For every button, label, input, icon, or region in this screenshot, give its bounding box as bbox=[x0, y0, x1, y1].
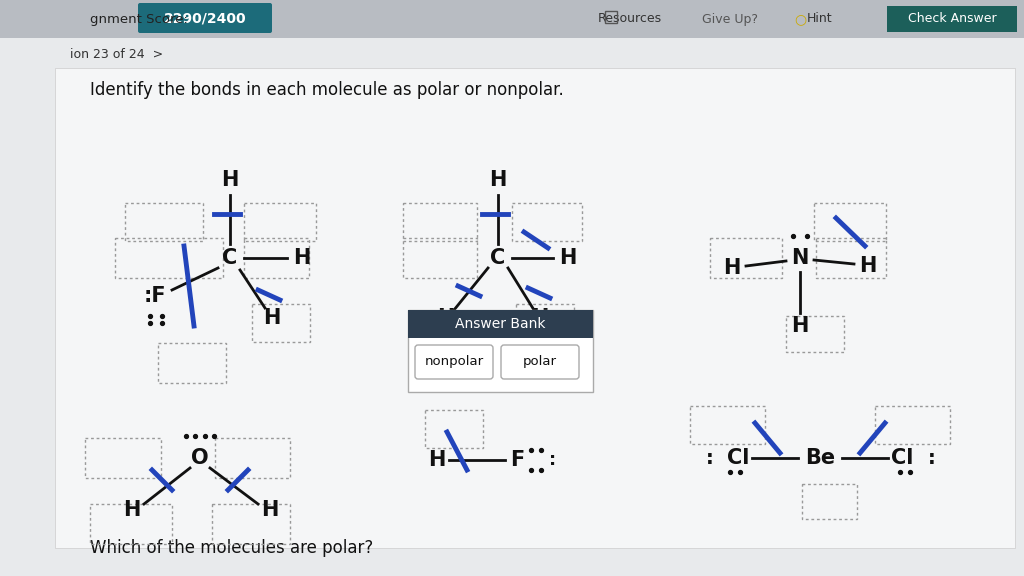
Text: H: H bbox=[792, 316, 809, 336]
Text: gnment Score:: gnment Score: bbox=[90, 13, 187, 25]
FancyBboxPatch shape bbox=[501, 345, 579, 379]
FancyBboxPatch shape bbox=[138, 3, 272, 33]
FancyBboxPatch shape bbox=[0, 0, 1024, 38]
Text: Check Answer: Check Answer bbox=[907, 13, 996, 25]
Text: H: H bbox=[123, 500, 140, 520]
Text: Cl: Cl bbox=[891, 448, 913, 468]
Text: :F: :F bbox=[143, 286, 166, 306]
FancyBboxPatch shape bbox=[0, 38, 1024, 576]
Text: O: O bbox=[191, 448, 209, 468]
Text: Be: Be bbox=[805, 448, 835, 468]
Text: ion 23 of 24  >: ion 23 of 24 > bbox=[70, 48, 163, 62]
FancyBboxPatch shape bbox=[55, 68, 1015, 548]
Text: Give Up?: Give Up? bbox=[702, 13, 758, 25]
Text: Identify the bonds in each molecule as polar or nonpolar.: Identify the bonds in each molecule as p… bbox=[90, 81, 564, 99]
Text: H: H bbox=[489, 170, 507, 190]
Text: Cl: Cl bbox=[727, 448, 750, 468]
Text: H: H bbox=[428, 450, 445, 470]
Text: Answer Bank: Answer Bank bbox=[456, 317, 546, 331]
FancyBboxPatch shape bbox=[415, 345, 493, 379]
Text: :: : bbox=[549, 451, 556, 469]
Text: F: F bbox=[510, 450, 524, 470]
Text: Which of the molecules are polar?: Which of the molecules are polar? bbox=[90, 539, 374, 557]
Text: H: H bbox=[723, 258, 740, 278]
Text: nonpolar: nonpolar bbox=[424, 355, 483, 369]
FancyBboxPatch shape bbox=[408, 310, 593, 392]
Text: H: H bbox=[261, 500, 279, 520]
Text: H: H bbox=[559, 248, 577, 268]
Text: :: : bbox=[928, 449, 936, 468]
Text: :: : bbox=[707, 449, 714, 468]
Text: N: N bbox=[792, 248, 809, 268]
Text: ○: ○ bbox=[794, 12, 806, 26]
Text: H: H bbox=[221, 170, 239, 190]
FancyBboxPatch shape bbox=[408, 310, 593, 338]
Text: polar: polar bbox=[523, 355, 557, 369]
Text: 2290/2400: 2290/2400 bbox=[164, 12, 247, 26]
Text: H: H bbox=[437, 308, 455, 328]
Text: H: H bbox=[293, 248, 310, 268]
FancyBboxPatch shape bbox=[887, 6, 1017, 32]
Text: Hint: Hint bbox=[807, 13, 833, 25]
Text: C: C bbox=[490, 248, 506, 268]
Text: H: H bbox=[263, 308, 281, 328]
Text: C: C bbox=[222, 248, 238, 268]
Text: H: H bbox=[531, 308, 549, 328]
Text: H: H bbox=[859, 256, 877, 276]
Text: Resources: Resources bbox=[598, 13, 663, 25]
